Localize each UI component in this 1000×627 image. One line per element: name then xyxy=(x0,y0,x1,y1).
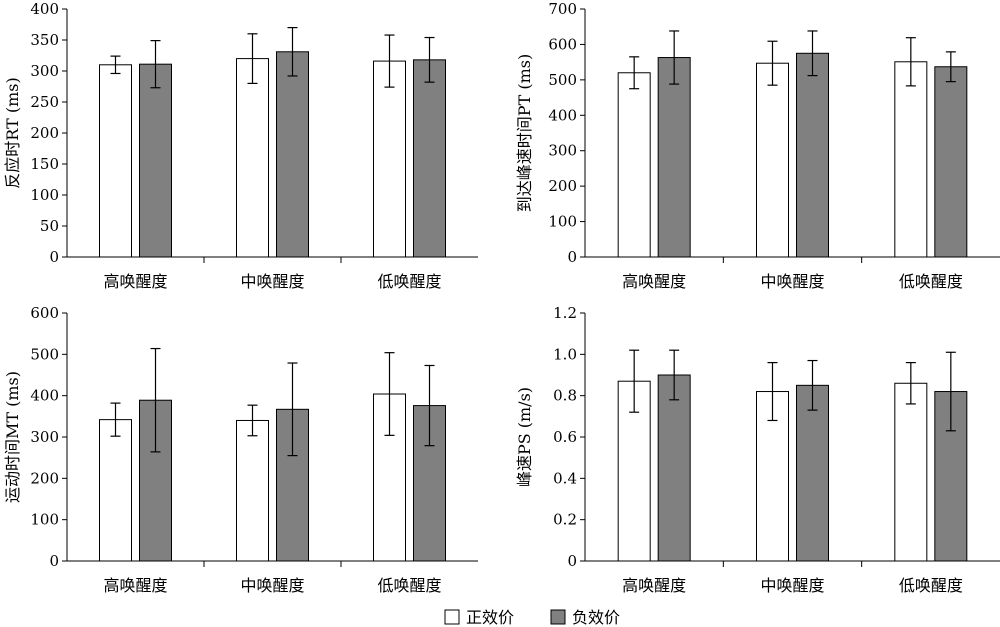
y-tick-label: 600 xyxy=(30,304,59,322)
bar-rt-positive-2 xyxy=(236,58,269,258)
bar-rt-negative-2 xyxy=(276,51,309,258)
bar-pt-positive-1 xyxy=(617,72,651,258)
y-tick-label: 50 xyxy=(40,217,59,235)
y-tick-label: 100 xyxy=(30,511,59,529)
y-tick-label: 400 xyxy=(30,387,59,405)
y-tick-label: 500 xyxy=(30,345,59,363)
y-tick-label: 700 xyxy=(548,0,577,18)
y-tick-label: 0.4 xyxy=(553,469,577,487)
y-tick-label: 350 xyxy=(30,31,59,49)
y-tick-label: 300 xyxy=(30,62,59,80)
y-tick-label: 0.2 xyxy=(553,511,577,529)
bar-pt-negative-1 xyxy=(657,57,691,258)
y-tick-label: 300 xyxy=(548,142,577,160)
legend-swatch-negative xyxy=(550,609,566,625)
y-tick-label: 0.8 xyxy=(553,387,577,405)
legend: 正效价 负效价 xyxy=(444,608,620,627)
y-axis-label: 到达峰速时间PT (ms) xyxy=(515,54,534,212)
legend-label-negative: 负效价 xyxy=(572,608,620,627)
y-tick-label: 100 xyxy=(30,186,59,204)
y-axis-label: 反应时RT (ms) xyxy=(3,77,22,188)
bar-mt-positive-2 xyxy=(236,419,269,562)
chart-pt: 0 100 200 300 400 500 600 700 到达峰速时间PT (ms) 高唤醒度 中… xyxy=(515,0,1000,291)
y-tick-label: 250 xyxy=(30,93,59,111)
y-tick-label: 0.6 xyxy=(553,428,577,446)
y-tick-label: 1.2 xyxy=(553,304,577,322)
y-tick-label: 400 xyxy=(548,106,577,124)
y-tick-label: 0 xyxy=(49,552,59,570)
x-category-label: 高唤醒度 xyxy=(103,272,167,291)
bar-pt-positive-3 xyxy=(894,61,928,258)
bar-rt-negative-3 xyxy=(413,59,446,258)
x-category-label: 中唤醒度 xyxy=(240,272,304,291)
y-tick-label: 100 xyxy=(548,213,577,231)
x-category-label: 中唤醒度 xyxy=(760,576,824,595)
bar-pt-positive-2 xyxy=(756,62,789,258)
bar-ps-positive-3 xyxy=(894,382,928,562)
chart-mt: 0 100 200 300 400 500 600 运动时间MT (ms) 高唤醒度 中唤醒度 低唤… xyxy=(3,304,478,595)
y-axis-label: 运动时间MT (ms) xyxy=(3,371,22,503)
y-tick-label: 300 xyxy=(30,428,59,446)
x-category-label: 中唤醒度 xyxy=(240,576,304,595)
chart-ps: 0 0.2 0.4 0.6 0.8 1.0 1.2 峰速PS (m/s) 高唤醒度 中唤醒度 低唤醒… xyxy=(515,304,1000,595)
y-tick-label: 200 xyxy=(30,124,59,142)
chart-rt: 0 50 100 150 200 250 300 350 400 反应时RT (ms) 高唤醒度 中唤… xyxy=(3,0,478,291)
y-tick-label: 1.0 xyxy=(553,345,577,363)
bar-ps-negative-2 xyxy=(796,384,829,562)
x-category-label: 高唤醒度 xyxy=(622,272,686,291)
y-tick-label: 0 xyxy=(49,248,59,266)
bar-ps-negative-1 xyxy=(657,374,691,562)
bar-mt-positive-1 xyxy=(99,419,132,562)
bar-rt-positive-1 xyxy=(99,64,132,258)
bar-rt-negative-1 xyxy=(139,63,172,258)
bar-pt-negative-2 xyxy=(796,52,829,258)
y-tick-label: 200 xyxy=(548,177,577,195)
x-category-label: 低唤醒度 xyxy=(377,272,441,291)
y-tick-label: 150 xyxy=(30,155,59,173)
x-category-label: 低唤醒度 xyxy=(899,576,963,595)
x-category-label: 低唤醒度 xyxy=(899,272,963,291)
x-category-label: 低唤醒度 xyxy=(377,576,441,595)
y-tick-label: 400 xyxy=(30,0,59,18)
x-category-label: 高唤醒度 xyxy=(622,576,686,595)
y-tick-label: 0 xyxy=(567,552,577,570)
y-tick-label: 200 xyxy=(30,469,59,487)
bar-rt-positive-3 xyxy=(373,60,406,258)
legend-swatch-positive xyxy=(444,609,460,625)
y-tick-label: 0 xyxy=(567,248,577,266)
x-category-label: 高唤醒度 xyxy=(103,576,167,595)
x-category-label: 中唤醒度 xyxy=(760,272,824,291)
legend-label-positive: 正效价 xyxy=(466,608,514,627)
y-axis-label: 峰速PS (m/s) xyxy=(515,387,534,487)
bar-mt-negative-2 xyxy=(276,408,309,562)
y-tick-label: 600 xyxy=(548,35,577,53)
y-tick-label: 500 xyxy=(548,71,577,89)
bar-pt-negative-3 xyxy=(934,66,968,258)
